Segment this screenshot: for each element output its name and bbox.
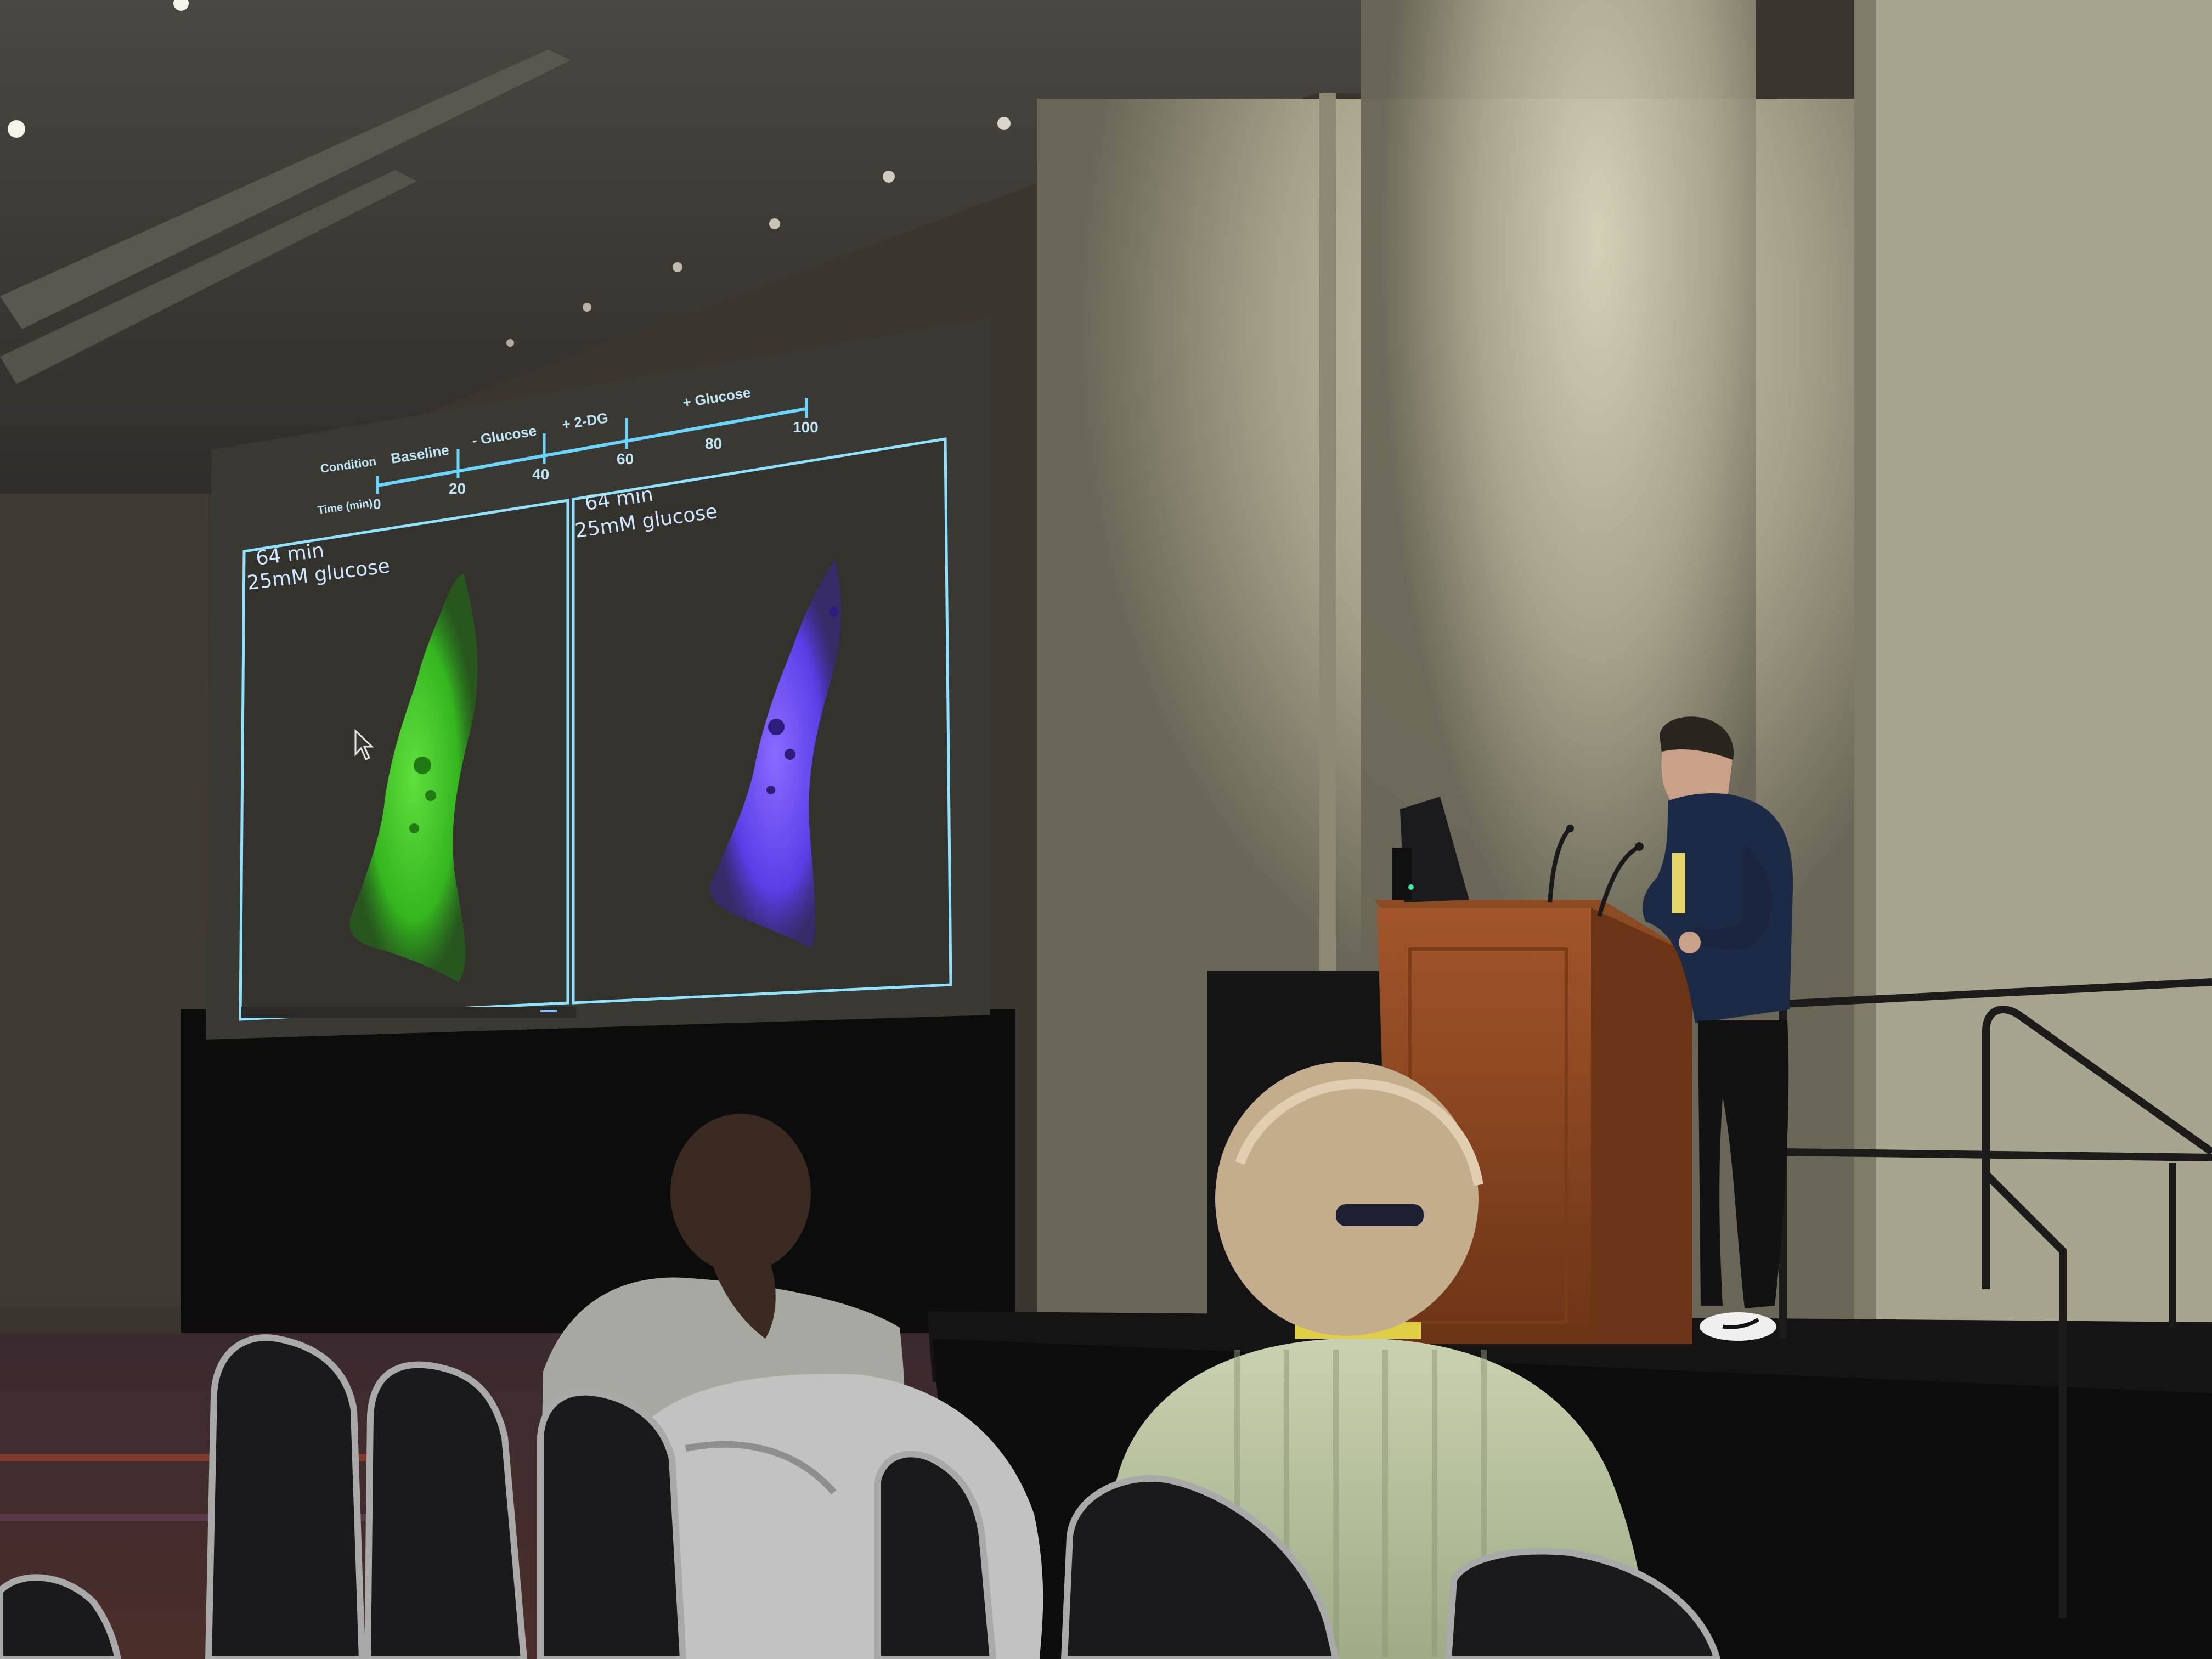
green-cell-vacuole	[409, 823, 419, 833]
ceiling-light	[8, 120, 25, 138]
left-lower-wall	[0, 494, 208, 1306]
chair-back	[537, 1389, 687, 1659]
sweater-rib	[1234, 1350, 1240, 1657]
jacket-fold	[685, 1441, 837, 1494]
railing-bar	[1983, 1171, 2067, 1618]
left-microscopy-panel: 64 min 25mM glucose	[239, 499, 569, 1021]
monitor-base	[1392, 848, 1412, 900]
hair-bun	[708, 1245, 776, 1339]
violet-cell-vacuole	[766, 786, 775, 794]
presenter-pants	[1698, 1020, 1789, 1308]
tick-label: 60	[617, 450, 634, 467]
chair-back	[1060, 1475, 1340, 1659]
violet-cell-vacuole	[785, 749, 795, 760]
chair-back	[205, 1334, 366, 1659]
green-cell	[349, 573, 478, 982]
chair-back	[874, 1451, 997, 1659]
ceiling-light	[673, 262, 682, 272]
monitor-body	[1400, 797, 1469, 902]
microphone-head	[1566, 825, 1574, 832]
presenter-arm	[1692, 845, 1772, 950]
right-panel-frame	[572, 437, 952, 1005]
sweater-rib	[1383, 1350, 1388, 1657]
hair-clip	[1336, 1204, 1424, 1226]
ceiling-light	[883, 171, 895, 183]
violet-cell-vacuole	[829, 607, 839, 617]
lanyard-badge	[1672, 853, 1685, 913]
sweater-rib	[1481, 1350, 1487, 1657]
monitor-led	[1408, 884, 1414, 890]
tick-label: 0	[373, 496, 381, 512]
sweater-rib	[1333, 1350, 1339, 1657]
microphone	[1548, 828, 1571, 903]
audience-head-blonde	[1215, 1062, 1479, 1336]
presenter-shirt	[1642, 793, 1793, 1023]
railing-bar	[1782, 1148, 2212, 1161]
tick-label: 100	[793, 419, 819, 436]
ceiling-light	[997, 117, 1011, 130]
chair-back	[1444, 1548, 1721, 1659]
ceiling	[0, 0, 1361, 521]
tick-label: 80	[705, 435, 722, 452]
audience-chairs	[0, 1334, 1721, 1659]
hair-highlight	[1235, 1079, 1483, 1186]
ceiling-light	[506, 339, 514, 347]
audience-head	[670, 1114, 811, 1273]
violet-cell	[710, 560, 842, 949]
tick-label: 20	[449, 480, 466, 497]
ceiling-light	[769, 218, 780, 229]
tick-label: 40	[532, 466, 549, 483]
sweater-rib	[1284, 1350, 1289, 1657]
timeline-axis	[377, 407, 807, 487]
ceiling-vent-strip	[0, 49, 571, 329]
shoe-logo-icon	[1722, 1318, 1759, 1329]
video-control-bar	[241, 1007, 576, 1018]
sweater-rib	[1432, 1350, 1437, 1657]
podium-side	[1591, 908, 1692, 1344]
microphone-head	[1635, 842, 1644, 851]
chair-back	[364, 1361, 528, 1659]
chair-back	[0, 1574, 122, 1659]
green-cell-vacuole	[425, 790, 436, 801]
ceiling-light	[583, 303, 591, 312]
violet-cell-nucleus	[768, 719, 785, 735]
green-cell-nucleus	[414, 757, 431, 774]
railing-bar	[1982, 1006, 2212, 1289]
right-microscopy-panel: 64 min 25mM glucose	[572, 437, 952, 1005]
presenter	[1642, 716, 1793, 1341]
podium-monitor	[1392, 797, 1469, 902]
screen-backdrop	[181, 1009, 1015, 1339]
ceiling-vent-strip-2	[0, 170, 417, 384]
ceiling-light	[173, 0, 189, 11]
wall-corner	[1854, 0, 1876, 1372]
microphone	[1597, 845, 1639, 917]
mouse-cursor-icon	[354, 729, 374, 761]
presenter-hand	[1679, 932, 1701, 953]
right-wall	[1871, 0, 2212, 1372]
